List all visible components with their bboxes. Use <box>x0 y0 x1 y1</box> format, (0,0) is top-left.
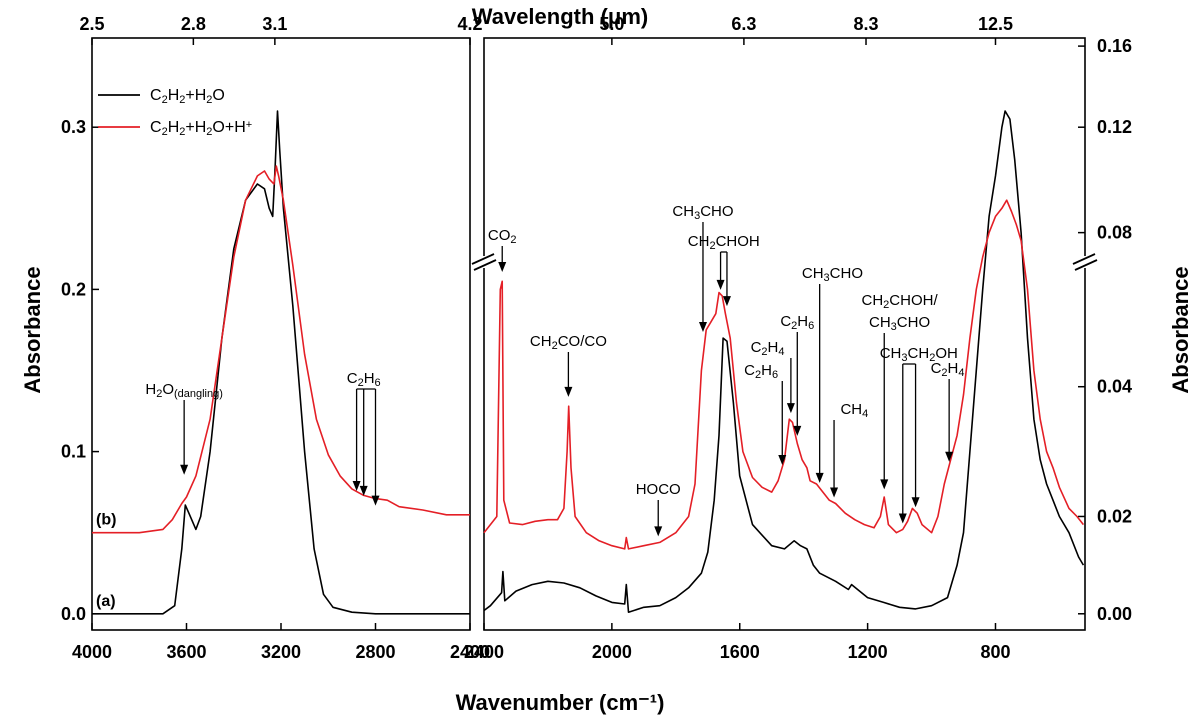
right-xtick-label: 2000 <box>592 642 632 662</box>
annotation-arrow-head <box>793 425 802 436</box>
right-top-tick-label: 12.5 <box>978 14 1013 34</box>
left-xtick-label: 3200 <box>261 642 301 662</box>
annotation-C2H6-left: C2H6 <box>347 370 381 389</box>
annotation-C2H4-r2: C2H4 <box>931 360 965 379</box>
right-ytick-label: 0.12 <box>1097 117 1132 137</box>
left-ytick-label: 0.3 <box>61 117 86 137</box>
annotation-CH4: CH4 <box>840 401 868 420</box>
top-axis-label: Wavelength (μm) <box>472 4 648 29</box>
annotation-arrow-head <box>898 513 907 524</box>
annotation-CH3CH2OH: CH3CH2OH <box>880 345 958 364</box>
left-axis-label: Absorbance <box>20 266 45 393</box>
left-panel: 4000 3600 3200 2800 2400 2.5 2.8 3.1 4.2 0.0 0.1 0.… <box>61 14 490 662</box>
annotation-CH2CHOH-CH3CHO-line2: CH3CHO <box>869 314 930 333</box>
bottom-axis-label: Wavenumber (cm⁻¹) <box>456 690 665 715</box>
right-panel-frame <box>483 37 1086 631</box>
annotation-arrow-head <box>654 526 663 537</box>
axis-break-mark <box>473 259 497 271</box>
left-xtick-label: 3600 <box>166 642 206 662</box>
annotation-arrow-head <box>698 322 707 333</box>
trace-label-a: (a) <box>96 593 116 610</box>
right-top-tick-label: 5.0 <box>599 14 624 34</box>
left-ytick-label: 0.0 <box>61 604 86 624</box>
annotation-arrow-head <box>498 262 507 273</box>
annotation-arrow-head <box>911 497 920 508</box>
right-xtick-label: 1600 <box>720 642 760 662</box>
right-panel: 2400 2000 1600 1200 800 5.0 6.3 8.3 12.5 0.00 0.02… <box>464 14 1132 662</box>
annotation-H2O-dangling: H2O(dangling) <box>145 381 223 400</box>
left-series-b <box>92 165 470 534</box>
axis-break-mask <box>1076 256 1094 268</box>
right-ytick-label: 0.00 <box>1097 604 1132 624</box>
left-xtick-label: 2400 <box>450 642 490 662</box>
left-top-tick-label: 3.1 <box>262 14 287 34</box>
annotation-C2H6-r2: C2H6 <box>780 313 814 332</box>
annotation-arrow-head <box>352 481 361 492</box>
annotation-arrow-head <box>815 472 824 483</box>
left-top-tick-label: 4.2 <box>457 14 482 34</box>
annotation-CH2CO-CO: CH2CO/CO <box>530 333 607 352</box>
annotation-arrow-head <box>945 451 954 462</box>
right-ytick-label: 0.08 <box>1097 223 1132 243</box>
right-ytick-label: 0.04 <box>1097 377 1132 397</box>
annotation-arrow-head <box>722 296 731 307</box>
axis-labels: Wavelength (μm) Wavenumber (cm⁻¹) Absorb… <box>20 4 1193 715</box>
left-panel-frame <box>91 37 471 631</box>
axis-break-mask <box>475 256 493 268</box>
annotation-CH2CHOH-CH3CHO: CH2CHOH/ <box>862 292 939 311</box>
annotation-arrow-head <box>786 403 795 414</box>
axis-break-mark <box>471 253 495 265</box>
right-axis-label: Absorbance <box>1168 266 1193 393</box>
annotation-arrow-head <box>716 279 725 290</box>
trace-label-b: (b) <box>96 512 116 529</box>
right-ytick-label: 0.16 <box>1097 36 1132 56</box>
annotation-HOCO: HOCO <box>636 481 681 498</box>
left-xtick-label: 4000 <box>72 642 112 662</box>
right-xtick-label: 2400 <box>464 642 504 662</box>
legend-entry: C2H2+H2O <box>150 87 225 106</box>
annotation-arrow-head <box>371 495 380 506</box>
annotation-arrow-head <box>830 487 839 498</box>
right-series-a <box>483 110 1085 614</box>
legend-entry: C2H2+H2O+H+ <box>150 119 252 139</box>
axis-break-mark <box>1072 253 1096 265</box>
annotation-CO2: CO2 <box>488 227 517 246</box>
annotation-arrow-head <box>880 479 889 490</box>
annotation-CH3CHO-1: CH3CHO <box>672 203 733 222</box>
right-xtick-label: 1200 <box>848 642 888 662</box>
left-xtick-label: 2800 <box>355 642 395 662</box>
annotation-CH3CHO-2: CH3CHO <box>802 265 863 284</box>
right-ytick-label: 0.02 <box>1097 506 1132 526</box>
annotation-arrow-head <box>180 464 189 475</box>
annotation-CH2CHOH-1: CH2CHOH <box>688 233 760 252</box>
annotation-arrow-head <box>359 485 368 496</box>
annotation-C2H4-r1: C2H4 <box>751 339 785 358</box>
right-top-tick-label: 6.3 <box>731 14 756 34</box>
right-xtick-label: 800 <box>980 642 1010 662</box>
left-series-a <box>92 110 470 615</box>
annotation-arrow-head <box>564 386 573 397</box>
right-top-tick-label: 8.3 <box>854 14 879 34</box>
right-series-b <box>483 199 1085 550</box>
left-top-tick-label: 2.8 <box>181 14 206 34</box>
annotation-arrow-head <box>778 455 787 466</box>
left-top-tick-label: 2.5 <box>79 14 104 34</box>
left-ytick-label: 0.1 <box>61 442 86 462</box>
axis-break-mark <box>1074 259 1098 271</box>
left-ytick-label: 0.2 <box>61 279 86 299</box>
annotation-C2H6-r1: C2H6 <box>744 362 778 381</box>
